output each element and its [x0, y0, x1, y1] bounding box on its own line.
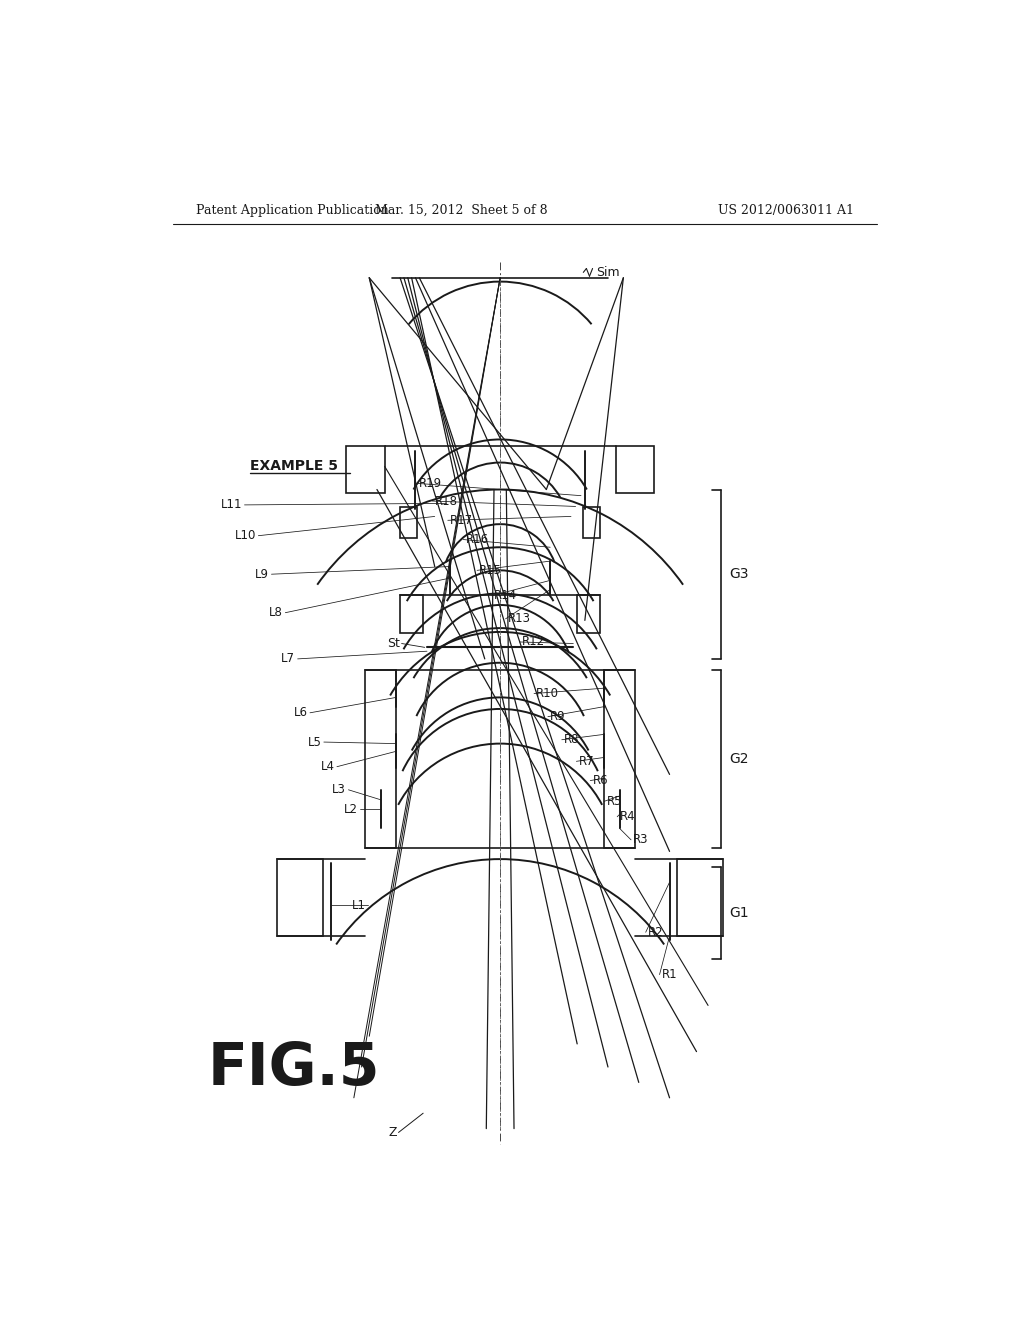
- Text: G3: G3: [729, 568, 749, 581]
- Text: L3: L3: [332, 783, 346, 796]
- Text: R13: R13: [508, 612, 530, 626]
- Text: R17: R17: [451, 513, 473, 527]
- Text: G1: G1: [729, 906, 749, 920]
- Text: R16: R16: [466, 533, 488, 546]
- Text: R2: R2: [648, 925, 664, 939]
- Bar: [578, 595, 600, 634]
- Text: R8: R8: [564, 733, 580, 746]
- Bar: [677, 859, 724, 936]
- Bar: [276, 859, 323, 936]
- Bar: [346, 446, 385, 494]
- Text: L10: L10: [234, 529, 256, 543]
- Text: L9: L9: [255, 568, 269, 581]
- Text: Sim: Sim: [596, 265, 621, 279]
- Text: R7: R7: [579, 755, 594, 768]
- Text: R14: R14: [494, 589, 517, 602]
- Text: R10: R10: [537, 686, 559, 700]
- Text: Mar. 15, 2012  Sheet 5 of 8: Mar. 15, 2012 Sheet 5 of 8: [376, 205, 548, 218]
- Text: L6: L6: [294, 706, 307, 719]
- Text: R19: R19: [419, 477, 442, 490]
- Text: R6: R6: [593, 774, 608, 787]
- Bar: [584, 507, 600, 539]
- Text: R12: R12: [521, 635, 545, 648]
- Text: R18: R18: [435, 495, 458, 508]
- Text: EXAMPLE 5: EXAMPLE 5: [250, 459, 338, 473]
- Text: L1: L1: [351, 899, 366, 912]
- Bar: [400, 507, 417, 539]
- Bar: [366, 671, 396, 847]
- Text: Z: Z: [388, 1126, 397, 1139]
- Text: L4: L4: [321, 760, 335, 774]
- Text: L8: L8: [269, 606, 283, 619]
- Text: R3: R3: [634, 833, 649, 846]
- Text: R15: R15: [479, 564, 503, 577]
- Bar: [400, 595, 423, 634]
- Text: R9: R9: [550, 710, 566, 723]
- Text: G2: G2: [729, 752, 749, 766]
- Text: R1: R1: [662, 968, 678, 981]
- Text: Patent Application Publication: Patent Application Publication: [196, 205, 389, 218]
- Bar: [615, 446, 654, 494]
- Text: R4: R4: [620, 810, 635, 824]
- Text: R5: R5: [606, 795, 622, 808]
- Text: L7: L7: [282, 652, 295, 665]
- Bar: [604, 671, 635, 847]
- Text: L2: L2: [344, 803, 357, 816]
- Text: US 2012/0063011 A1: US 2012/0063011 A1: [719, 205, 854, 218]
- Text: L5: L5: [307, 735, 322, 748]
- Text: St: St: [387, 638, 400, 649]
- Text: FIG.5: FIG.5: [208, 1040, 380, 1097]
- Text: L11: L11: [221, 499, 243, 511]
